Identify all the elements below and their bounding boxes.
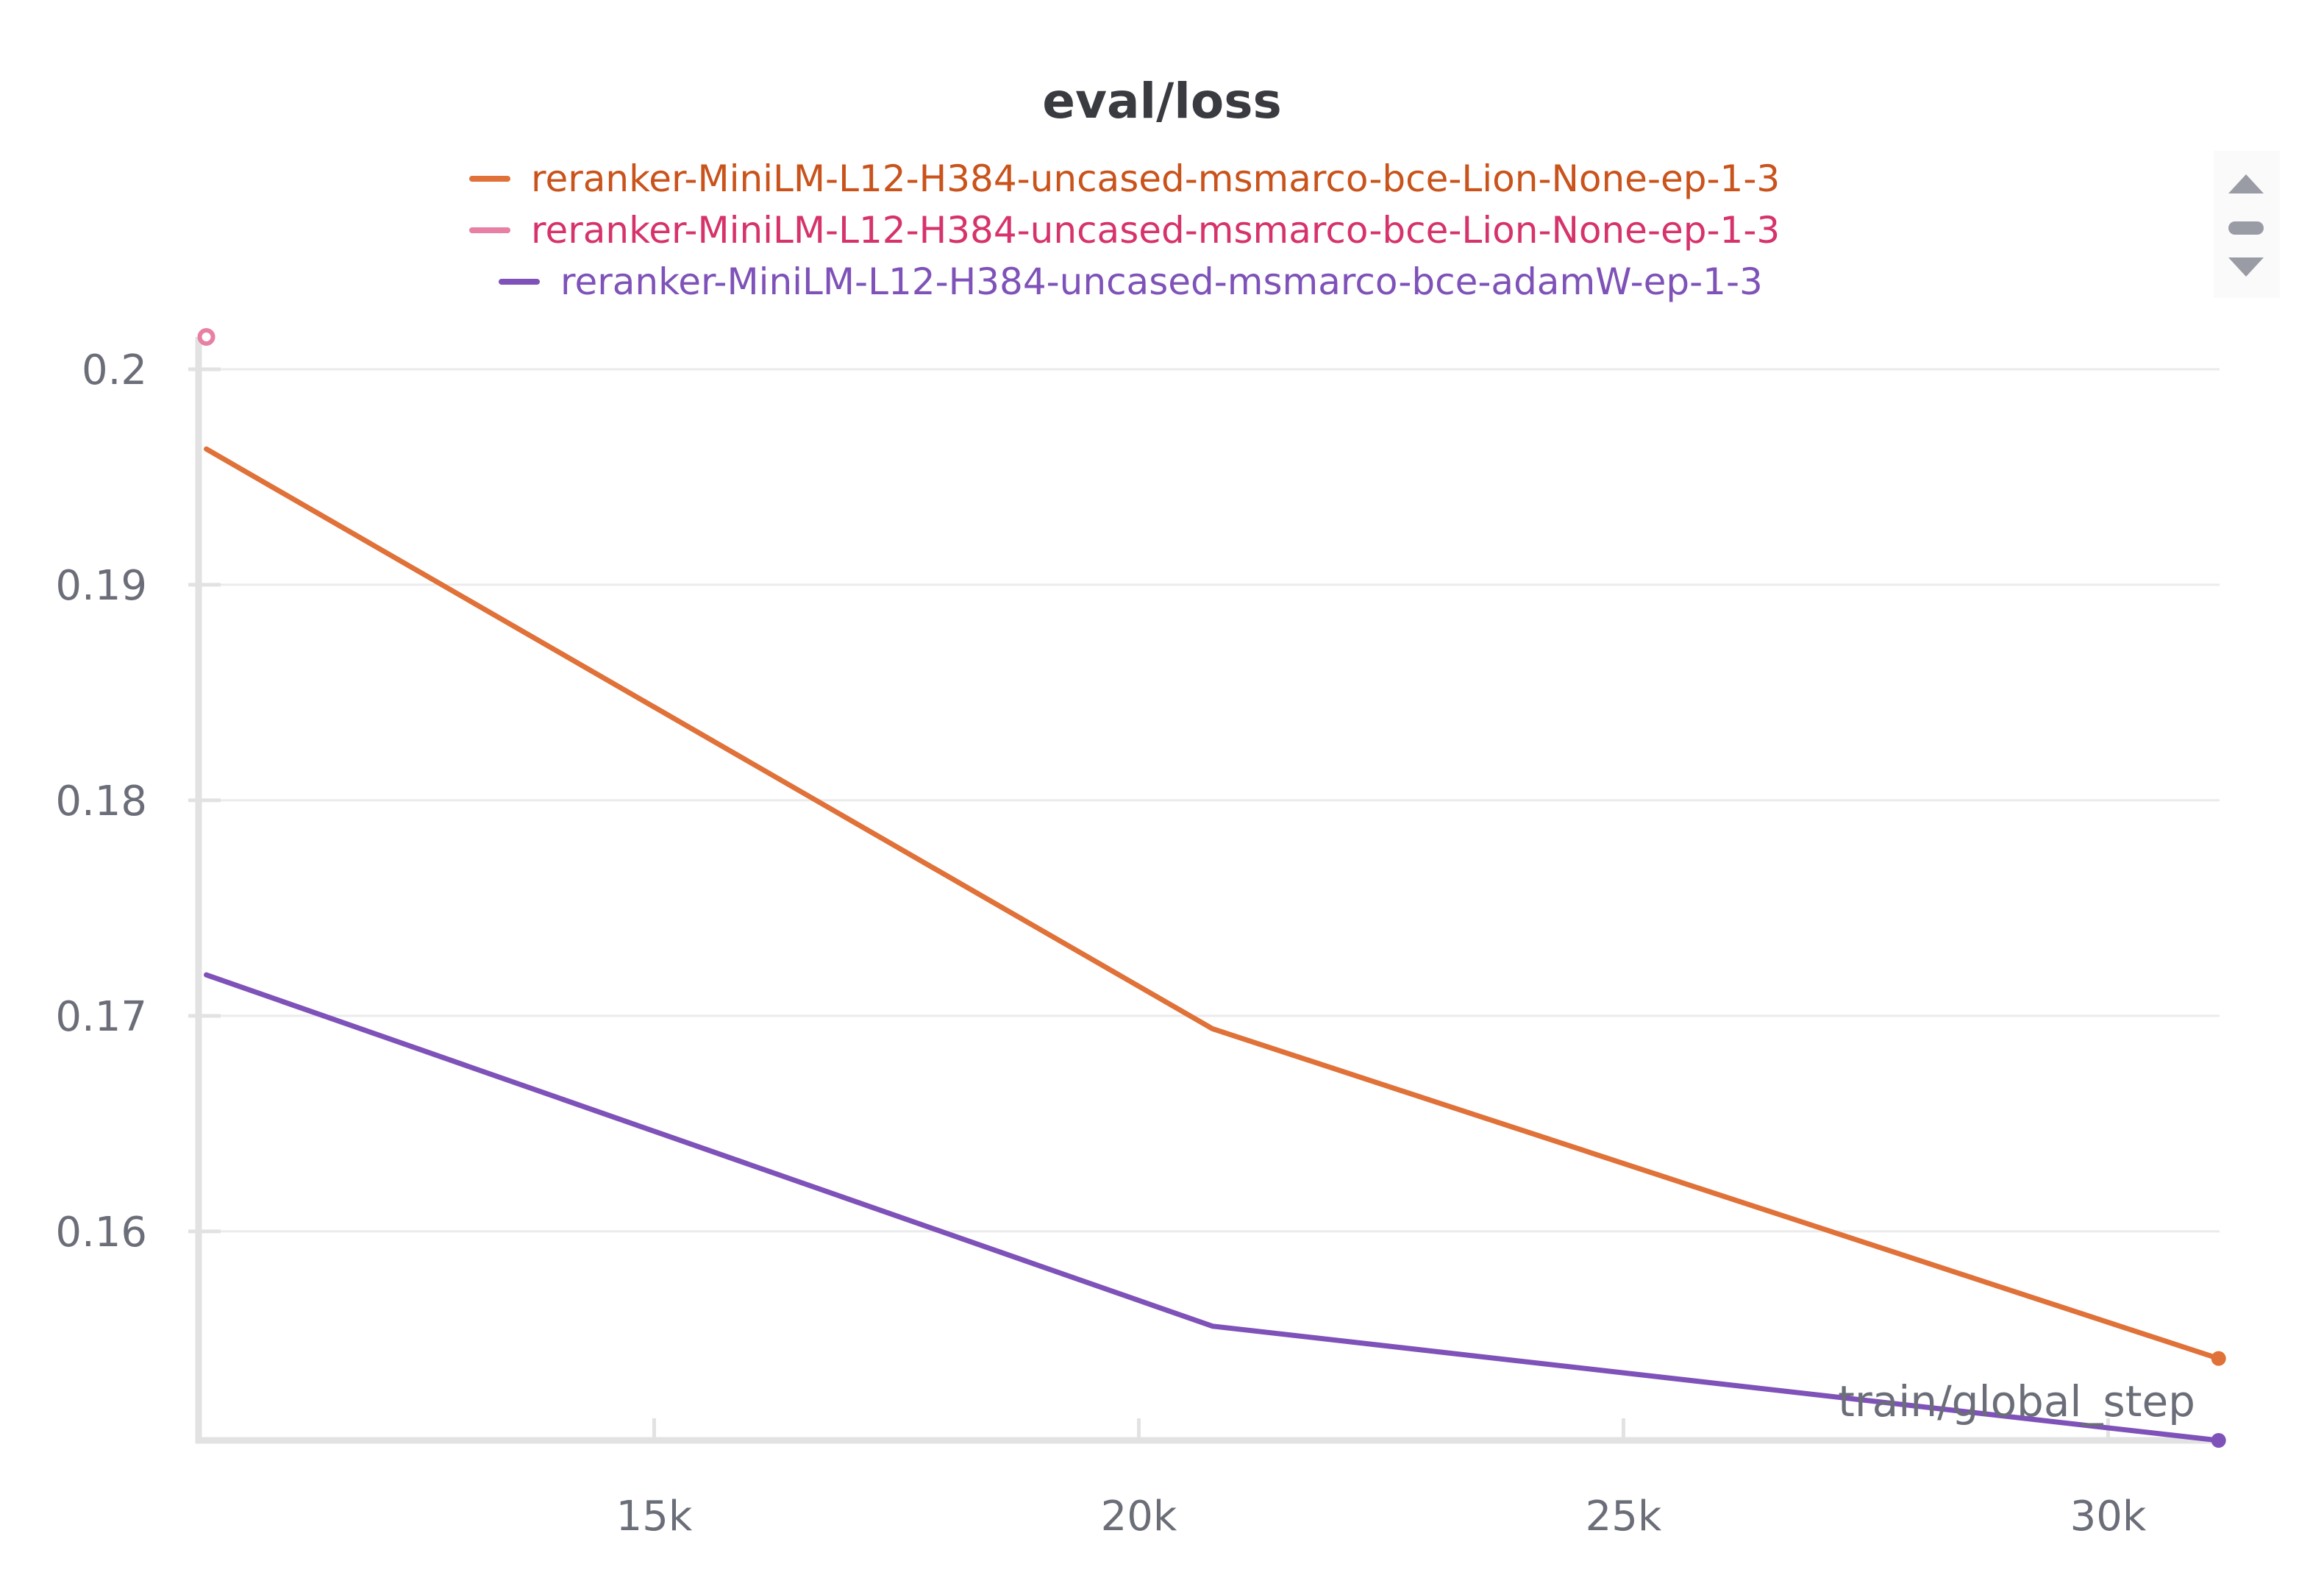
y-tick-label: 0.2 (82, 346, 147, 394)
x-tick-label: 30k (2070, 1493, 2147, 1540)
y-tick-label: 0.16 (55, 1209, 147, 1256)
series-end-point (2211, 1351, 2226, 1366)
scroll-handle-icon[interactable] (2228, 221, 2264, 235)
x-tick-label: 20k (1101, 1493, 1177, 1540)
y-tick-label: 0.19 (55, 562, 147, 610)
series-3 (204, 972, 2226, 1448)
legend-item[interactable]: reranker-MiniLM-L12-H384-uncased-msmarco… (469, 157, 1780, 200)
x-tick-label: 15k (616, 1493, 693, 1540)
series-group (197, 328, 2226, 1448)
legend-label: reranker-MiniLM-L12-H384-uncased-msmarco… (560, 260, 1763, 303)
x-tick-label: 25k (1586, 1493, 1662, 1540)
y-tick-label: 0.18 (55, 778, 147, 825)
series-2 (197, 328, 215, 346)
chart-title: eval/loss (1042, 73, 1282, 129)
x-axis-ticks: 15k 20k 25k 30k (616, 1418, 2147, 1540)
x-axis-label: train/global_step (1838, 1376, 2195, 1426)
series-line (204, 446, 2222, 1362)
legend-label: reranker-MiniLM-L12-H384-uncased-msmarco… (531, 209, 1780, 252)
legend-item[interactable]: reranker-MiniLM-L12-H384-uncased-msmarco… (499, 260, 1763, 303)
series-end-point (2211, 1433, 2226, 1448)
series-line (204, 972, 2222, 1443)
series-point (197, 328, 215, 346)
legend-scroll[interactable] (2214, 151, 2280, 298)
legend-label: reranker-MiniLM-L12-H384-uncased-msmarco… (531, 157, 1780, 200)
series-1 (204, 446, 2226, 1366)
grid-lines (199, 368, 2220, 1233)
y-axis-ticks: 0.16 0.17 0.18 0.19 0.2 (55, 346, 221, 1256)
legend-item[interactable]: reranker-MiniLM-L12-H384-uncased-msmarco… (469, 209, 1780, 252)
y-tick-label: 0.17 (55, 993, 147, 1041)
legend: reranker-MiniLM-L12-H384-uncased-msmarco… (469, 157, 1780, 303)
triangle-up-icon[interactable] (2228, 174, 2264, 193)
triangle-down-icon[interactable] (2228, 257, 2264, 277)
